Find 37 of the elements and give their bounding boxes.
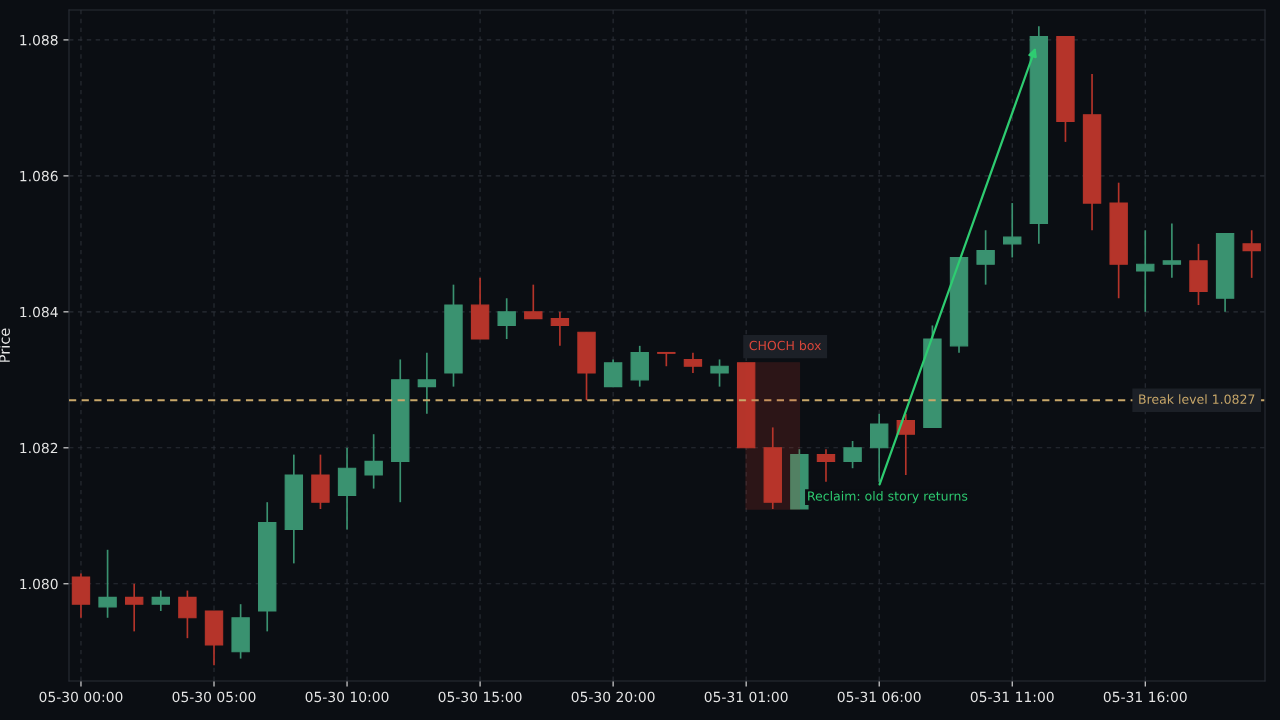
x-tick-label: 05-30 20:00 [571,691,655,703]
candlestick [124,582,144,633]
x-tick-label: 05-31 06:00 [837,691,921,703]
candlestick [550,311,570,347]
candlestick [151,589,170,612]
candlestick [816,448,836,483]
candlestick [1162,222,1182,279]
x-tick-label: 05-30 05:00 [172,691,256,703]
candlestick [683,351,703,374]
candlestick [497,297,516,340]
candlestick [364,433,383,490]
x-tick-label: 05-30 00:00 [39,691,123,703]
band-label: CHOCH box [749,340,822,351]
y-tick-label: 1.080 [20,578,58,590]
x-tick-label: 05-31 11:00 [970,691,1054,703]
candlestick [417,351,437,415]
x-tick-label: 05-31 01:00 [704,691,788,703]
candlestick [1242,229,1261,279]
y-tick-label: 1.086 [20,170,58,182]
x-tick-label: 05-30 10:00 [305,691,389,703]
y-tick-label: 1.084 [20,306,58,318]
annotation: Reclaim: old story returns [808,491,968,504]
candlestick [1136,229,1155,313]
candlestick [843,440,862,470]
candlestick [603,358,623,388]
candlestick [1003,202,1022,259]
candlestick [524,283,543,320]
candlestick [869,412,889,483]
y-tick-label: 1.082 [20,442,58,454]
x-tick-label: 05-30 15:00 [438,691,522,703]
ref-line-label: Break level 1.0827 [1139,394,1255,404]
candlestick [98,548,117,619]
candlestick [976,229,995,286]
candlestick [178,589,197,640]
y-tick-label: 1.088 [20,34,58,46]
x-tick-label: 05-31 16:00 [1103,691,1187,703]
candlestick [710,358,729,388]
